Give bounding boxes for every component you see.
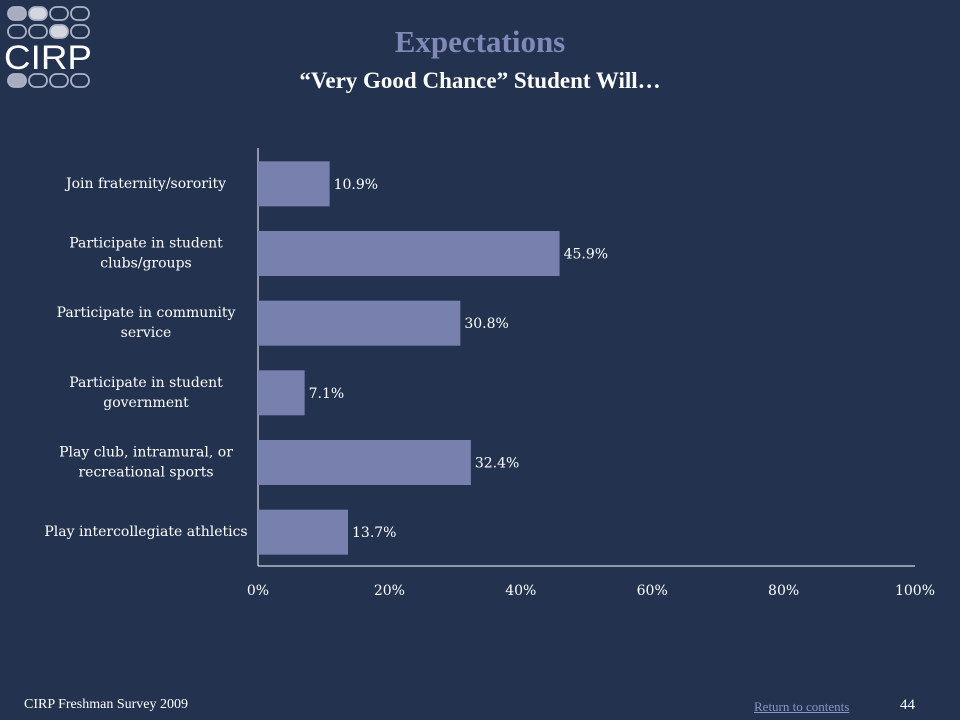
category-label-4-line-0: Play club, intramural, or	[59, 445, 233, 461]
page-number: 44	[900, 697, 915, 713]
footer-survey-name: CIRP Freshman Survey 2009	[24, 697, 188, 712]
bar-0	[258, 161, 330, 207]
category-label-1-line-0: Participate in student	[69, 236, 223, 252]
svg-text:CIRP: CIRP	[4, 39, 92, 77]
value-label-2: 30.8%	[464, 316, 508, 332]
x-tick-label-0: 0%	[247, 583, 269, 599]
category-label-0: Join fraternity/sorority	[64, 176, 226, 192]
cirp-logo: CIRP	[4, 6, 92, 88]
value-label-5: 13.7%	[352, 525, 396, 541]
category-label-1-line-1: clubs/groups	[100, 256, 191, 272]
x-tick-label-5: 100%	[895, 583, 935, 599]
value-label-1: 45.9%	[564, 247, 608, 263]
bar-1	[258, 231, 560, 276]
page-title: Expectations	[394, 24, 566, 59]
value-label-4: 32.4%	[475, 456, 519, 472]
category-label-5: Play intercollegiate athletics	[44, 524, 247, 540]
page-subtitle: “Very Good Chance” Student Will…	[299, 68, 661, 93]
category-label-4-line-1: recreational sports	[78, 465, 213, 481]
category-label-3-line-1: government	[103, 395, 189, 411]
bar-2	[258, 300, 461, 346]
value-label-0: 10.9%	[334, 177, 378, 193]
return-to-contents-link[interactable]: Return to contents	[754, 699, 850, 714]
category-label-3-line-0: Participate in student	[69, 375, 223, 391]
category-label-2-line-0: Participate in community	[57, 305, 236, 321]
bar-5	[258, 509, 349, 555]
bar-3	[258, 370, 305, 416]
bar-4	[258, 440, 471, 485]
category-label-2-line-1: service	[121, 325, 172, 341]
x-tick-label-1: 20%	[374, 583, 405, 599]
x-tick-label-4: 80%	[768, 583, 799, 599]
x-tick-label-3: 60%	[637, 583, 668, 599]
value-label-3: 7.1%	[309, 386, 345, 402]
x-tick-label-2: 40%	[505, 583, 536, 599]
